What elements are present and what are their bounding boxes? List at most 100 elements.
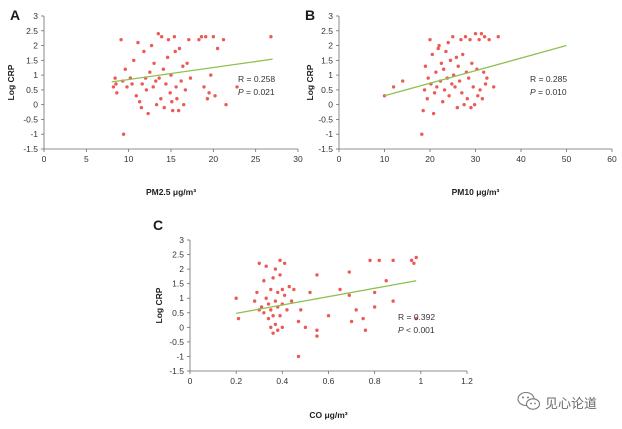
data-point: [432, 91, 437, 95]
data-point: [391, 258, 395, 263]
data-point: [185, 61, 189, 65]
data-point: [181, 64, 185, 68]
data-point: [412, 261, 416, 265]
data-point: [426, 76, 430, 80]
data-point: [166, 37, 171, 42]
watermark-text: 见心论道: [545, 397, 597, 412]
data-point: [462, 102, 466, 107]
data-point: [162, 105, 166, 110]
y-tick-label: -1.5: [318, 144, 333, 154]
y-axis-label: Log CRP: [6, 64, 16, 100]
y-tick-label: 0: [179, 322, 184, 332]
data-point: [414, 255, 418, 260]
data-point: [451, 34, 455, 39]
data-point: [165, 55, 170, 60]
data-point: [292, 287, 296, 292]
y-tick-label: -1.5: [23, 144, 38, 154]
data-point: [205, 97, 210, 101]
data-point: [420, 132, 424, 136]
data-point: [132, 58, 136, 63]
data-point: [460, 91, 464, 95]
data-point: [363, 328, 368, 332]
data-point: [278, 313, 282, 318]
data-point: [271, 313, 275, 318]
data-point: [466, 76, 471, 80]
y-tick-label: 1: [33, 70, 38, 80]
data-point: [430, 52, 434, 57]
data-point: [161, 67, 166, 71]
trend-line: [111, 58, 273, 83]
data-point: [170, 108, 175, 113]
data-point: [213, 94, 217, 98]
data-point: [119, 37, 123, 42]
y-tick-label: -0.5: [169, 337, 184, 347]
data-point: [483, 82, 488, 86]
data-point: [354, 308, 358, 312]
data-point: [269, 287, 273, 292]
y-tick-label: 1: [328, 70, 333, 80]
data-point: [377, 258, 381, 263]
data-point: [175, 97, 179, 101]
panel-letter: A: [10, 7, 20, 23]
data-point: [421, 108, 425, 113]
data-point: [414, 316, 418, 321]
data-point: [422, 88, 427, 92]
data-point: [436, 46, 440, 51]
data-point: [204, 34, 208, 39]
data-point: [423, 64, 428, 68]
y-tick-label: 3: [328, 11, 333, 21]
data-point: [276, 328, 280, 332]
panel-c-co-scatter: C 3 2.5 2 1.5 1 0.5 0 -0.5 -1 -1.5 0 0.2 0.4 0.6 0.8 1 1.…: [153, 217, 473, 420]
data-point: [441, 100, 445, 104]
data-point: [308, 290, 312, 295]
x-axis-label: CO μg/m³: [309, 410, 347, 420]
data-point: [125, 85, 129, 89]
data-point: [372, 290, 377, 295]
y-tick-label: -1.5: [169, 366, 184, 376]
data-point: [444, 49, 448, 54]
p-value-label: P = 0.010: [530, 87, 567, 97]
data-point: [149, 43, 154, 48]
data-point: [450, 82, 454, 86]
data-point: [448, 58, 453, 63]
data-point: [146, 111, 150, 116]
y-tick-label: 2: [33, 41, 38, 51]
data-point: [266, 316, 271, 321]
data-point: [154, 79, 158, 83]
data-point: [391, 85, 396, 89]
data-point: [469, 105, 473, 110]
x-tick-label: 50: [562, 154, 572, 164]
x-tick-label: 40: [516, 154, 526, 164]
data-point: [234, 296, 238, 300]
data-point: [481, 70, 486, 74]
data-point: [114, 82, 118, 86]
data-point: [372, 305, 377, 309]
data-point: [442, 88, 447, 92]
data-point: [159, 34, 164, 39]
data-point: [296, 319, 301, 324]
data-point: [269, 34, 273, 39]
data-point: [142, 49, 146, 54]
data-point: [273, 299, 278, 303]
data-point: [303, 325, 308, 330]
data-point: [347, 293, 351, 298]
x-tick-label: 10: [380, 154, 390, 164]
x-tick-label: 25: [251, 154, 261, 164]
data-point: [471, 85, 475, 89]
data-point: [368, 258, 372, 263]
data-point: [255, 290, 259, 295]
x-tick-label: 1.2: [461, 376, 473, 386]
r-value-label: R = 0.285: [530, 74, 567, 84]
data-point: [287, 284, 291, 289]
data-point: [168, 91, 172, 95]
data-point: [199, 34, 204, 39]
data-point: [209, 73, 213, 77]
data-point: [137, 100, 142, 104]
x-axis-label: PM2.5 μg/m³: [146, 187, 196, 197]
data-point: [170, 100, 174, 104]
data-point: [479, 32, 484, 36]
data-point: [431, 111, 436, 116]
data-point: [136, 40, 140, 45]
data-point: [409, 258, 414, 263]
data-point: [446, 40, 450, 45]
